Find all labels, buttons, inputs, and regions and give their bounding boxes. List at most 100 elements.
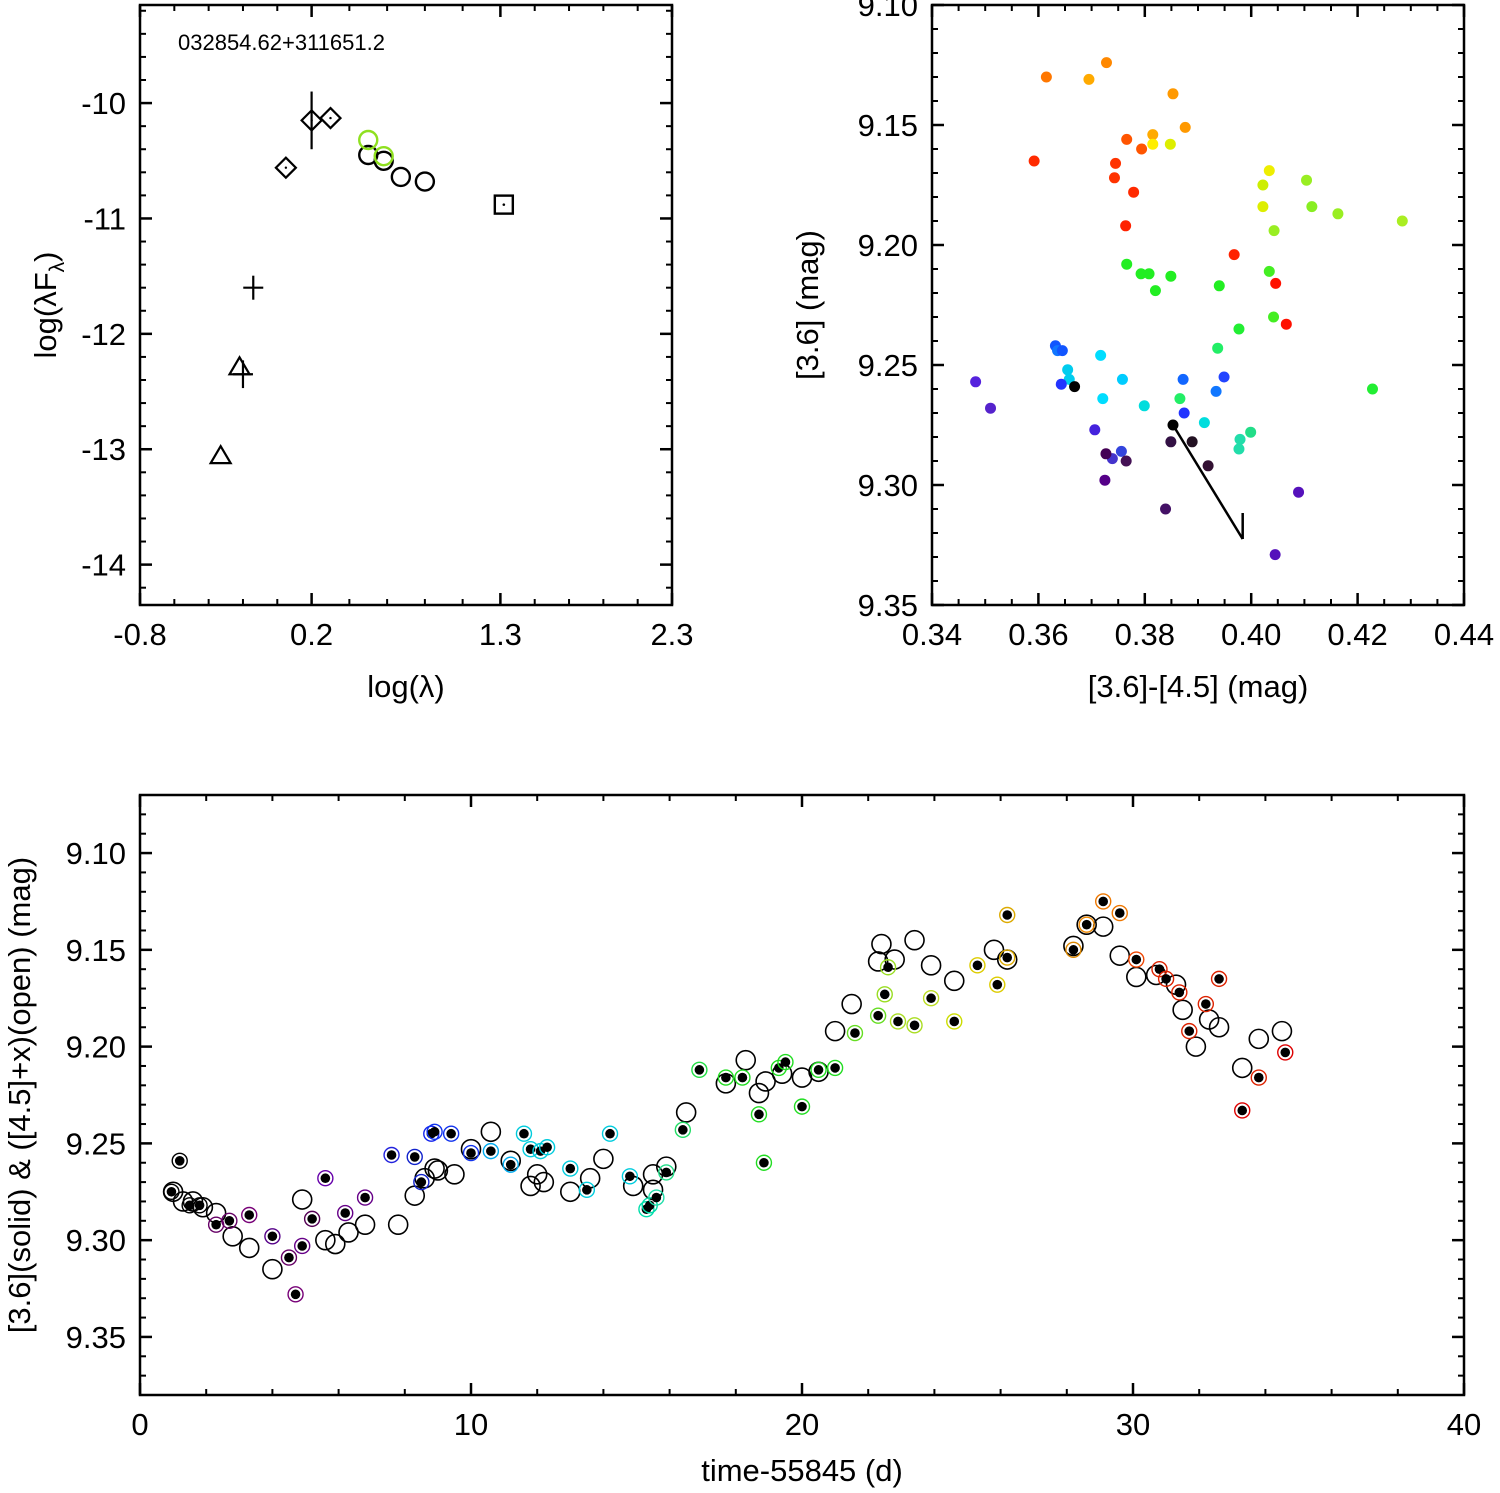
lc-solid-point-ring (293, 1237, 311, 1255)
cmd-data-point (1147, 129, 1159, 141)
cmd-data-point (1198, 417, 1210, 429)
lc-solid-point (416, 1177, 427, 1187)
lc-solid-point-ring (221, 1212, 238, 1230)
cmd-data-point (1269, 549, 1281, 561)
lc-solid-point (582, 1185, 592, 1195)
cmd-data-point (1396, 215, 1408, 227)
sed-title: 032854.62+311651.2 (178, 30, 385, 55)
cmd-y-axis-label: [3.6] (mag) (790, 230, 825, 380)
lc-open-point (867, 951, 889, 972)
lc-open-point (841, 993, 862, 1015)
lc-solid-point-ring (191, 1197, 208, 1214)
lc-solid-point (972, 960, 983, 971)
cmd-data-point (1120, 455, 1132, 467)
lc-solid-point-ring (356, 1189, 374, 1206)
sed-x-tick-label: 2.3 (650, 617, 693, 652)
lc-solid-point (1174, 987, 1185, 998)
lc-solid-point-ring (846, 1024, 864, 1042)
lc-solid-point (466, 1148, 476, 1158)
lc-solid-point-ring (810, 1061, 827, 1079)
lc-solid-point-ring (1171, 984, 1188, 1001)
lc-solid-point (1253, 1072, 1264, 1083)
sed-y-label-sub: λ (46, 261, 69, 272)
cmd-data-point (1280, 318, 1292, 330)
lc-solid-point-ring (601, 1125, 619, 1142)
cmd-data-point (970, 376, 982, 388)
lc-solid-point-ring (999, 906, 1016, 924)
cmd-data-point (1212, 342, 1224, 354)
lc-solid-point (754, 1109, 764, 1120)
sed-diamond-point (274, 156, 298, 180)
lc-open-point (526, 1164, 548, 1185)
lc-solid-point-ring (426, 1123, 443, 1140)
cmd-data-point (1160, 503, 1172, 515)
lc-solid-point-ring (578, 1181, 596, 1199)
lc-open-point (262, 1258, 283, 1280)
lc-solid-point (797, 1101, 807, 1112)
cmd-data-point (1228, 249, 1240, 261)
cmd-data-point (1100, 448, 1112, 460)
lc-solid-point (879, 989, 890, 1000)
sed-y-label-main: log(λF (28, 272, 63, 358)
lc-solid-point-ring (1181, 1022, 1198, 1040)
cmd-data-point (1136, 143, 1148, 155)
lc-solid-point (893, 1016, 903, 1027)
lc-open-point (735, 1049, 757, 1071)
lc-open-point (1208, 1016, 1230, 1038)
cmd-data-point (1270, 277, 1282, 289)
lc-solid-point (1068, 945, 1079, 955)
lc-solid-point (542, 1142, 552, 1153)
sed-y-tick-label: -10 (81, 86, 126, 121)
cmd-data-point (1268, 225, 1280, 237)
lc-open-point (520, 1175, 541, 1197)
cmd-data-point (1164, 138, 1176, 150)
cmd-y-tick-label: 9.10 (858, 0, 918, 23)
lc-solid-point (1002, 952, 1013, 963)
cmd-y-tick-label: 9.35 (858, 588, 918, 623)
lc-solid-point (1280, 1047, 1291, 1058)
lc-solid-point (661, 1167, 672, 1178)
lc-solid-point (244, 1210, 255, 1220)
lc-x-tick-label: 30 (1116, 1407, 1150, 1442)
lc-solid-point-ring (777, 1053, 794, 1071)
lc-solid-point (194, 1200, 205, 1211)
lc-solid-point (386, 1150, 397, 1160)
lc-open-point (222, 1225, 243, 1247)
cmd-data-point (1179, 121, 1191, 133)
lc-solid-point-ring (755, 1154, 773, 1171)
cmd-data-point (1268, 311, 1280, 323)
cmd-data-point (1143, 268, 1155, 280)
lc-solid-point (651, 1192, 662, 1203)
cmd-panel: 0.34 0.36 0.38 0.40 0.42 0.44 9.10 9.15 9.20 9.25… (790, 0, 1494, 704)
cmd-data-point (1332, 208, 1344, 220)
lc-solid-point (519, 1128, 529, 1139)
lc-y-axis-label: [3.6](solid) & ([4.5]+x)(open) (mag) (2, 857, 37, 1333)
cmd-plot-frame (930, 3, 1466, 607)
sed-x-axis-label: log(λ) (367, 669, 445, 704)
lc-solid-point-ring (1095, 893, 1112, 910)
lc-solid-point (340, 1208, 351, 1218)
lc-solid-point (1002, 910, 1013, 920)
lc-solid-point (1081, 919, 1092, 930)
lc-solid-point-ring (869, 1007, 887, 1024)
lc-solid-point-ring (413, 1173, 430, 1191)
cmd-data-point (1138, 400, 1150, 412)
lc-solid-point-ring (1197, 995, 1215, 1013)
lc-open-point (315, 1229, 336, 1251)
lc-solid-point-ring (163, 1183, 180, 1200)
sed-plot-frame (138, 3, 674, 607)
cmd-reddening-vector (1171, 424, 1244, 540)
lc-open-point (559, 1181, 581, 1203)
cmd-data-point (1263, 165, 1275, 177)
lc-solid-point-ring (989, 976, 1006, 993)
lc-solid-point-ring (1210, 970, 1228, 988)
lc-open-point (480, 1121, 502, 1143)
sed-y-tick-label: -13 (81, 432, 126, 467)
lc-solid-point (949, 1016, 960, 1027)
cmd-y-tick-label: 9.30 (858, 468, 918, 503)
sed-y-axis-label: log(λFλ) (28, 252, 69, 359)
lc-open-point (427, 1160, 449, 1181)
lc-solid-point-ring (442, 1125, 460, 1142)
lc-solid-point (1154, 964, 1165, 974)
lc-solid-point (926, 993, 936, 1004)
